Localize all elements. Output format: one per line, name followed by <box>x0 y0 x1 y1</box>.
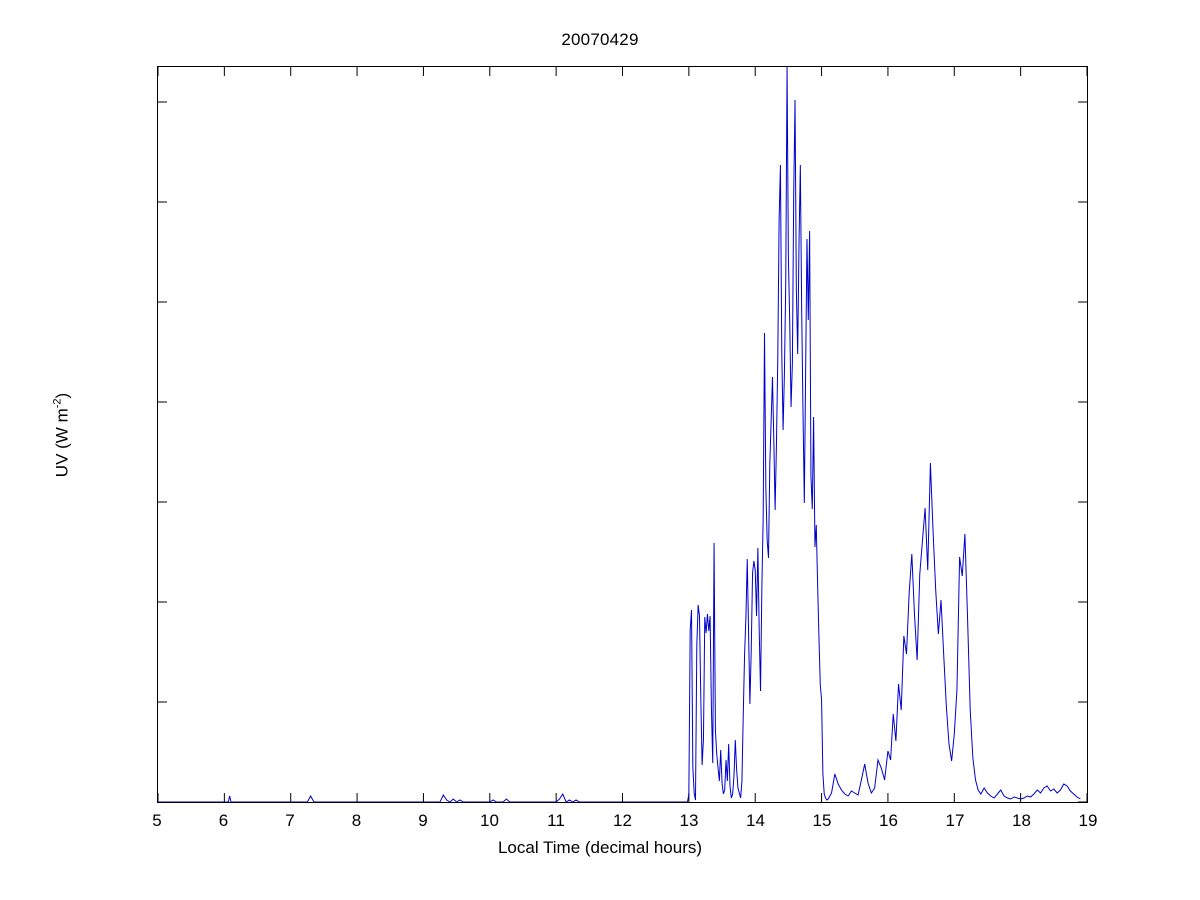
x-axis-tick-label: 17 <box>945 811 965 830</box>
x-axis-tick-label: 8 <box>351 811 362 830</box>
x-axis-tick-label: 19 <box>1078 811 1098 830</box>
x-axis-tick-label: 15 <box>812 811 832 830</box>
x-axis-tick-label: 11 <box>547 811 565 830</box>
x-axis-tick-label: 6 <box>218 811 229 830</box>
x-axis-tick-label: 7 <box>285 811 295 830</box>
x-axis-tick-label: 5 <box>152 811 162 830</box>
data-plot-svg <box>158 67 1087 802</box>
x-axis-tick-label: 13 <box>679 811 699 830</box>
data-series-line <box>158 67 1080 802</box>
x-axis-tick-label: 16 <box>879 811 898 830</box>
x-axis-tick-label: 18 <box>1012 811 1031 830</box>
y-axis-label-exponent: -2 <box>51 398 64 409</box>
x-axis-tick-label: 14 <box>746 811 765 830</box>
x-axis-label: Local Time (decimal hours) <box>497 838 703 857</box>
y-axis-label-close: ) <box>52 392 72 399</box>
plot-area <box>157 66 1088 803</box>
y-axis-label-base: UV (W m <box>52 408 72 478</box>
x-axis-tick-label: 10 <box>480 811 499 830</box>
x-axis-tick-label: 12 <box>613 811 632 830</box>
x-axis-tick-label: 9 <box>418 811 428 830</box>
axis-ticks-group <box>158 67 1087 802</box>
y-axis-label: UV (W m-2) <box>52 393 73 477</box>
chart-title: 20070429 <box>561 30 639 49</box>
